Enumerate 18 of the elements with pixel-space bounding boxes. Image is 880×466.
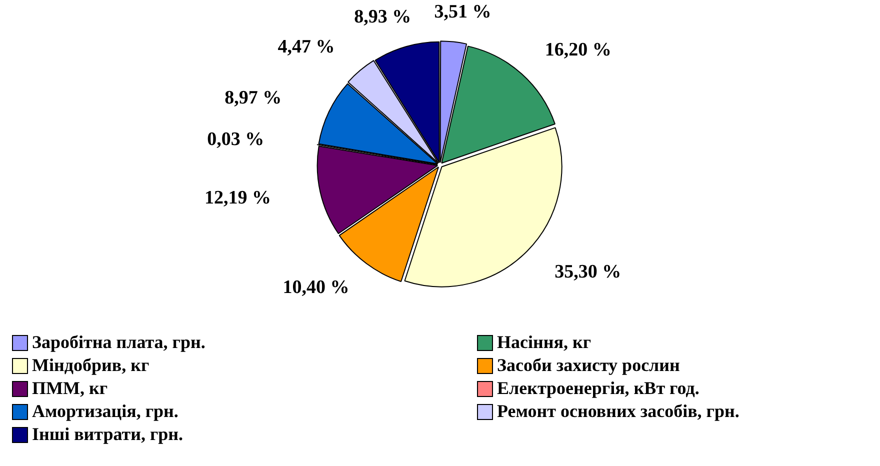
data-label: 10,40 % [282, 276, 350, 298]
legend-label: Ремонт основних засобів, грн. [497, 401, 740, 422]
legend-label: Інші витрати, грн. [32, 424, 184, 445]
legend-label: Міндобрив, кг [32, 355, 150, 376]
legend-label: Насіння, кг [497, 332, 592, 353]
data-label: 16,20 % [544, 39, 612, 60]
legend-label: ПММ, кг [32, 378, 108, 399]
data-label: 3,51 % [434, 1, 492, 22]
data-label: 4,47 % [278, 36, 335, 58]
data-label: 8,93 % [354, 6, 412, 28]
legend-label: Заробітна плата, грн. [32, 332, 206, 353]
data-label: 12,19 % [204, 187, 271, 208]
data-label: 35,30 % [554, 261, 622, 282]
legend-label: Амортизація, грн. [32, 401, 178, 422]
data-label: 0,03 % [207, 128, 264, 150]
data-label: 8,97 % [224, 88, 282, 109]
legend-label: Засоби захисту рослин [497, 355, 680, 376]
legend-label: Електроенергія, кВт год. [497, 378, 700, 399]
